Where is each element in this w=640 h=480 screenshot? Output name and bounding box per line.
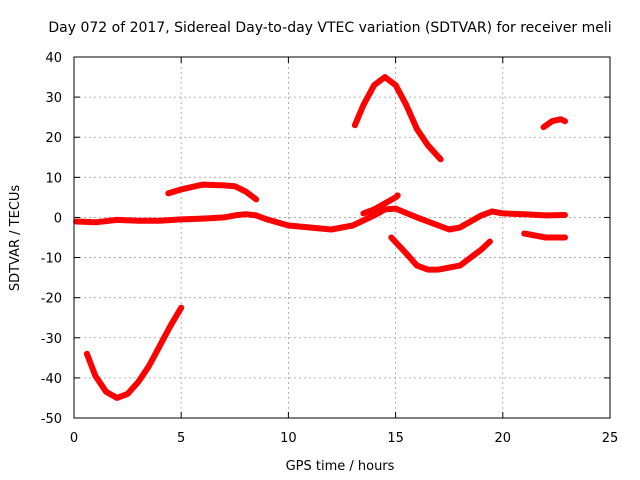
x-tick-label: 25 (602, 431, 619, 446)
x-axis-label: GPS time / hours (286, 459, 395, 474)
chart-title: Day 072 of 2017, Sidereal Day-to-day VTE… (48, 20, 611, 36)
y-tick-label: -30 (41, 332, 62, 347)
series-segment-1 (83, 304, 185, 401)
axis-ticks: 0 5 10 15 20 25 -50 -40 -30 -20 -10 0 10 20 30 40 (41, 51, 619, 446)
plot-frame (73, 56, 611, 419)
series-layer (73, 74, 568, 401)
y-tick-label: -40 (41, 372, 62, 387)
x-tick-label: 5 (177, 431, 185, 446)
x-tick-label: 20 (495, 431, 512, 446)
series-baseline (73, 205, 568, 233)
y-tick-label: 40 (45, 51, 62, 66)
y-tick-label: -20 (41, 292, 62, 307)
series-segment-3 (351, 74, 444, 163)
y-tick-label: 10 (45, 171, 62, 186)
series-segment-6 (521, 230, 568, 241)
y-tick-label: -50 (41, 412, 62, 427)
y-tick-label: 0 (54, 211, 62, 226)
y-tick-label: 20 (45, 131, 62, 146)
x-tick-label: 15 (387, 431, 404, 446)
x-tick-label: 0 (70, 431, 78, 446)
series-segment-5 (388, 234, 493, 273)
y-tick-label: 30 (45, 91, 62, 106)
x-tick-label: 10 (280, 431, 297, 446)
series-segment-4 (360, 192, 401, 217)
y-tick-label: -10 (41, 252, 62, 267)
grid-lines (74, 57, 610, 418)
y-axis-label: SDTVAR / TECUs (8, 185, 23, 292)
series-segment-2 (165, 181, 260, 203)
series-segment-7 (540, 116, 568, 131)
